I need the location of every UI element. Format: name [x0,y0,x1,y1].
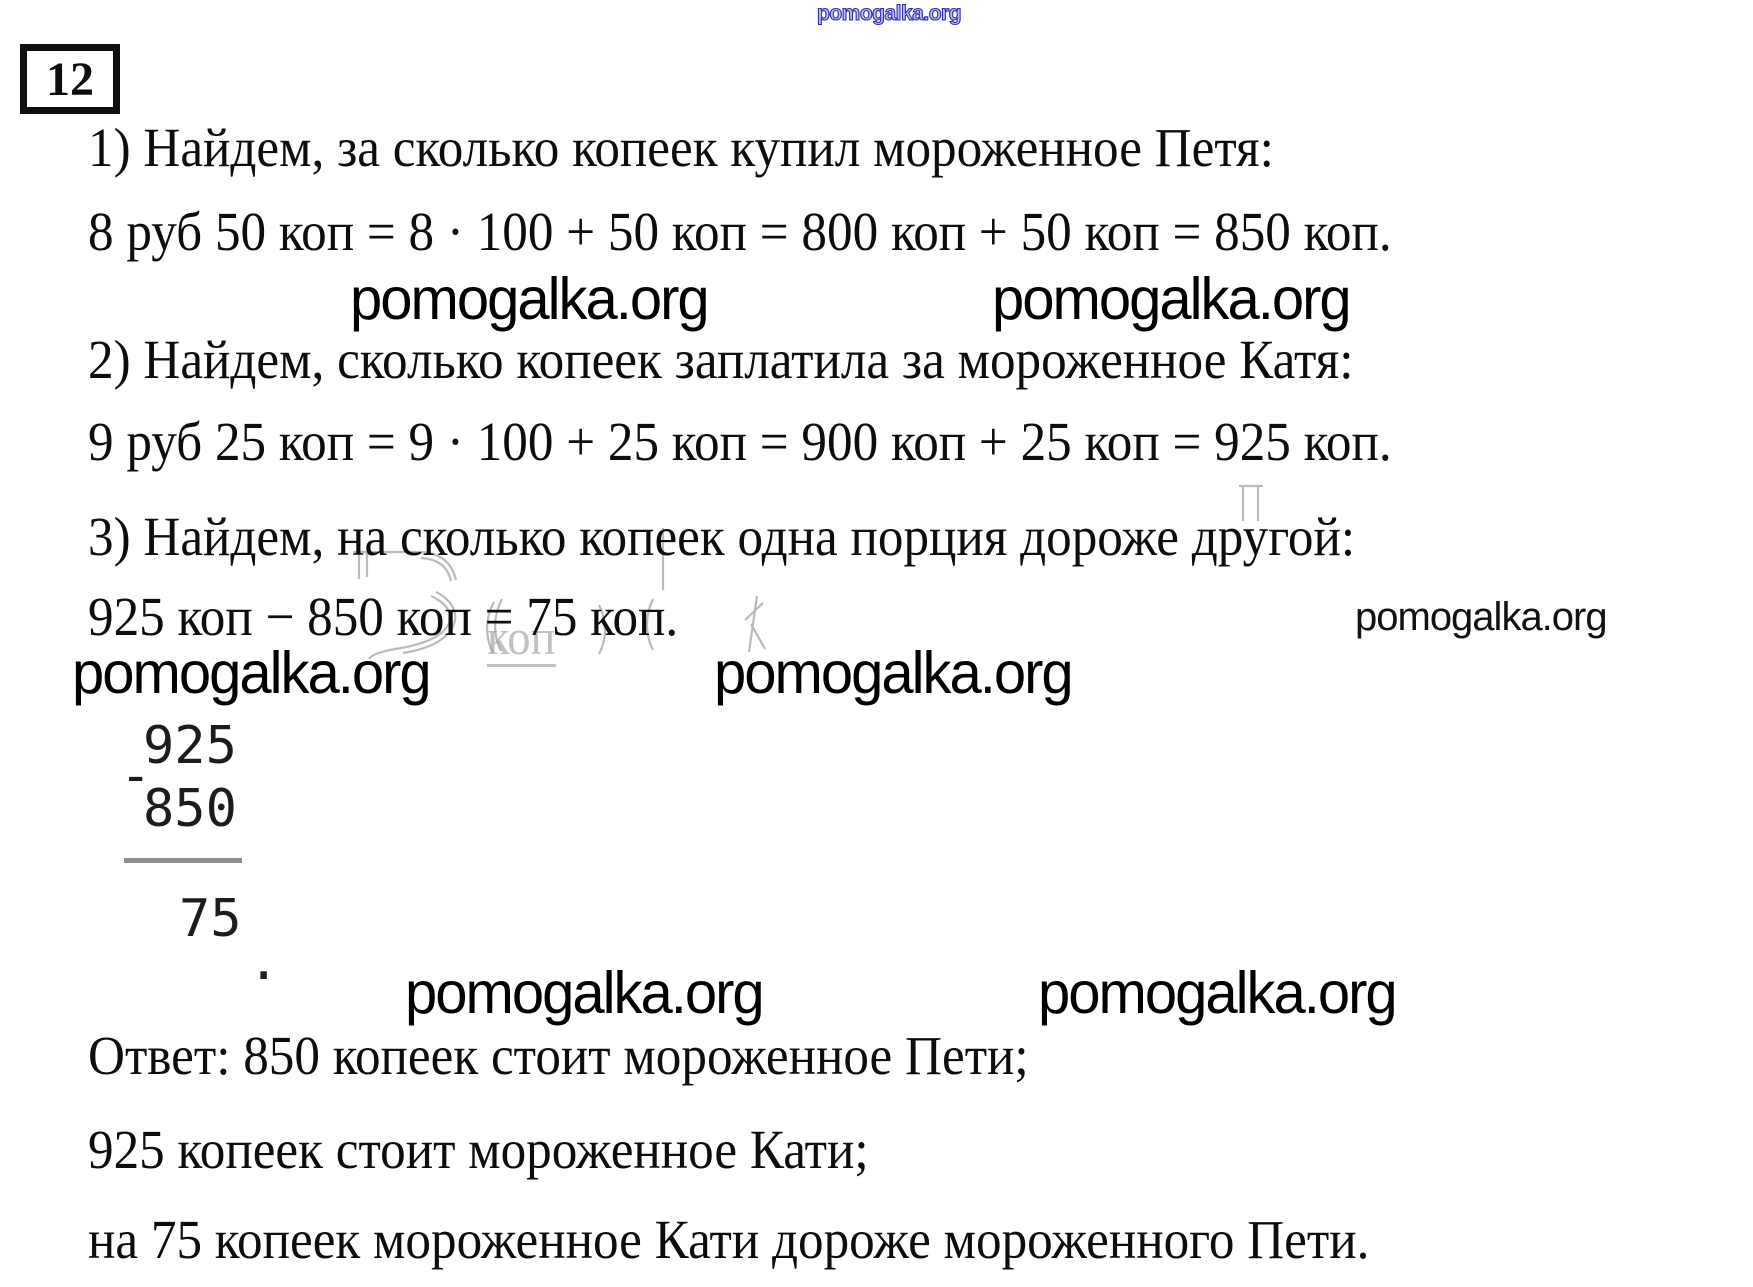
subtraction-rule [124,858,242,863]
step-1-equation: 8 руб 50 коп = 8 · 100 + 50 коп = 800 ко… [88,201,1392,262]
subtraction-period: . [248,932,280,992]
answer-line-2: 925 копеек стоит мороженное Кати; [88,1119,869,1180]
watermark-row1-right: pomogalka.org [992,265,1352,333]
watermark-row1-left: pomogalka.org [350,265,710,333]
step-3-title: 3) Найдем, на сколько копеек одна порция… [88,506,1356,567]
subtraction-minuend: 925 [143,716,237,776]
watermark-row2-left: pomogalka.org [72,639,432,707]
watermark-right-small: pomogalka.org [1355,595,1608,639]
watermark-row3-right: pomogalka.org [1038,959,1398,1027]
step-2-title: 2) Найдем, сколько копеек заплатила за м… [88,329,1354,390]
subtraction-result: 75 [179,889,242,949]
watermark-row2-right: pomogalka.org [714,639,1074,707]
watermark-top: pomogalka.org [816,2,962,25]
subtraction-minus-sign: - [120,746,152,806]
step-1-title: 1) Найдем, за сколько копеек купил морож… [88,117,1274,178]
ghost-kop-echo: коп [487,609,556,667]
subtraction-subtrahend: 850 [143,779,237,839]
watermark-row3-left: pomogalka.org [405,959,765,1027]
step-2-equation: 9 руб 25 коп = 9 · 100 + 25 коп = 900 ко… [88,411,1392,472]
problem-number-badge: 12 [20,44,120,114]
step-3-equation: 925 коп − 850 коп = 75 коп. [88,586,679,647]
problem-number: 12 [46,52,94,106]
answer-line-3: на 75 копеек мороженное Кати дороже моро… [88,1209,1370,1270]
answer-line-1: Ответ: 850 копеек стоит мороженное Пети; [88,1025,1029,1086]
